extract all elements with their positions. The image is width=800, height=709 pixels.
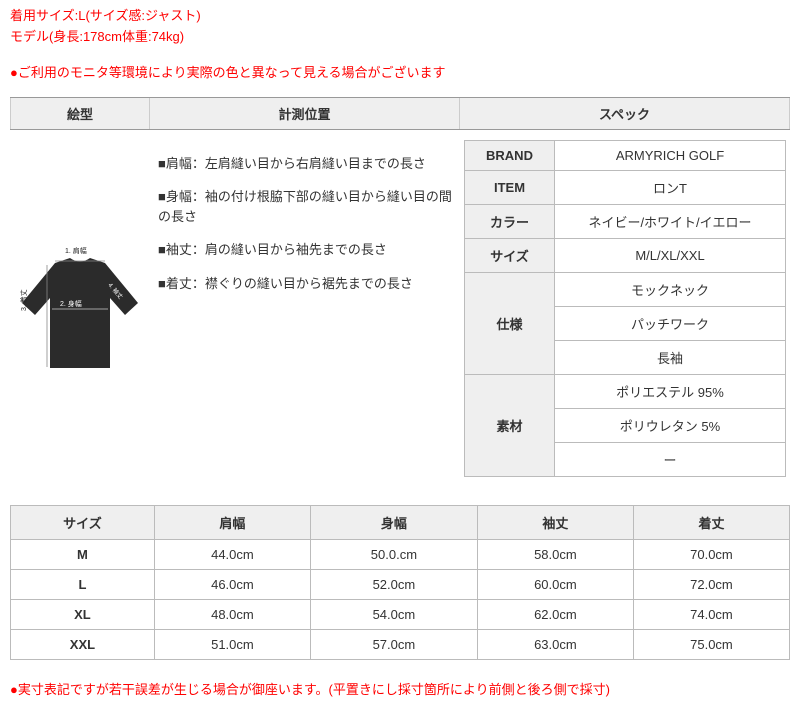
- spec-cell: BRANDARMYRICH GOLFITEMロンTカラーネイビー/ホワイト/イエ…: [460, 130, 790, 487]
- spec-label: サイズ: [465, 238, 555, 272]
- spec-table: BRANDARMYRICH GOLFITEMロンTカラーネイビー/ホワイト/イエ…: [464, 140, 786, 477]
- spec-value: ポリウレタン 5%: [555, 408, 786, 442]
- wearing-size-info: 着用サイズ:L(サイズ感:ジャスト) モデル(身長:178cm体重:74kg): [10, 6, 790, 48]
- spec-label: 仕様: [465, 272, 555, 374]
- header-measure: 計測位置: [150, 98, 460, 129]
- size-row-label: XXL: [11, 629, 155, 659]
- size-cell: 72.0cm: [633, 569, 789, 599]
- size-cell: 52.0cm: [310, 569, 477, 599]
- size-cell: 60.0cm: [477, 569, 633, 599]
- color-notice: ●ご利用のモニタ等環境により実際の色と異なって見える場合がございます: [10, 62, 790, 81]
- measurement-list-cell: ■肩幅：左肩縫い目から右肩縫い目までの長さ ■身幅：袖の付け根脇下部の縫い目から縫…: [150, 130, 460, 487]
- size-row-label: M: [11, 539, 155, 569]
- spec-value: パッチワーク: [555, 306, 786, 340]
- measurement-item: ■身幅：袖の付け根脇下部の縫い目から縫い目の間の長さ: [158, 187, 452, 226]
- size-row-label: L: [11, 569, 155, 599]
- size-cell: 48.0cm: [154, 599, 310, 629]
- size-cell: 62.0cm: [477, 599, 633, 629]
- size-cell: 70.0cm: [633, 539, 789, 569]
- measurement-notice: ●実寸表記ですが若干誤差が生じる場合が御座います。(平置きにし採寸箇所により前側…: [10, 680, 790, 700]
- mid-content-row: 1. 肩幅 2. 身幅 3. 着丈 4. 袖丈 ■肩幅：左肩縫い目から右肩縫い目…: [10, 130, 790, 487]
- spec-value: ー: [555, 442, 786, 476]
- size-cell: 74.0cm: [633, 599, 789, 629]
- size-col-header: サイズ: [11, 505, 155, 539]
- spec-value: M/L/XL/XXL: [555, 238, 786, 272]
- size-cell: 57.0cm: [310, 629, 477, 659]
- size-cell: 58.0cm: [477, 539, 633, 569]
- spec-label: BRAND: [465, 140, 555, 170]
- size-col-header: 袖丈: [477, 505, 633, 539]
- header-spec: スペック: [460, 98, 790, 129]
- svg-text:2. 身幅: 2. 身幅: [60, 299, 82, 308]
- svg-text:1. 肩幅: 1. 肩幅: [65, 246, 87, 255]
- size-col-header: 着丈: [633, 505, 789, 539]
- spec-value: ポリエステル 95%: [555, 374, 786, 408]
- size-cell: 50.0.cm: [310, 539, 477, 569]
- spec-value: モックネック: [555, 272, 786, 306]
- spec-value: ネイビー/ホワイト/イエロー: [555, 204, 786, 238]
- svg-text:3. 着丈: 3. 着丈: [20, 289, 28, 311]
- spec-label: 素材: [465, 374, 555, 476]
- size-cell: 54.0cm: [310, 599, 477, 629]
- spec-value: 長袖: [555, 340, 786, 374]
- measurement-item: ■袖丈：肩の縫い目から袖先までの長さ: [158, 240, 452, 260]
- header-diagram: 絵型: [10, 98, 150, 129]
- wearing-size-line1: 着用サイズ:L(サイズ感:ジャスト): [10, 6, 790, 27]
- spec-value: ロンT: [555, 170, 786, 204]
- size-cell: 51.0cm: [154, 629, 310, 659]
- size-cell: 75.0cm: [633, 629, 789, 659]
- measurement-list: ■肩幅：左肩縫い目から右肩縫い目までの長さ ■身幅：袖の付け根脇下部の縫い目から縫…: [158, 154, 452, 294]
- size-cell: 63.0cm: [477, 629, 633, 659]
- measurement-item: ■着丈：襟ぐりの縫い目から裾先までの長さ: [158, 274, 452, 294]
- diagram-cell: 1. 肩幅 2. 身幅 3. 着丈 4. 袖丈: [10, 130, 150, 487]
- size-cell: 44.0cm: [154, 539, 310, 569]
- size-cell: 46.0cm: [154, 569, 310, 599]
- shirt-diagram-icon: 1. 肩幅 2. 身幅 3. 着丈 4. 袖丈: [20, 243, 140, 373]
- size-row-label: XL: [11, 599, 155, 629]
- spec-label: カラー: [465, 204, 555, 238]
- measurement-item: ■肩幅：左肩縫い目から右肩縫い目までの長さ: [158, 154, 452, 174]
- size-table: サイズ肩幅身幅袖丈着丈 M44.0cm50.0.cm58.0cm70.0cm L46…: [10, 505, 790, 660]
- spec-label: ITEM: [465, 170, 555, 204]
- wearing-size-line2: モデル(身長:178cm体重:74kg): [10, 27, 790, 48]
- spec-value: ARMYRICH GOLF: [555, 140, 786, 170]
- size-col-header: 身幅: [310, 505, 477, 539]
- size-col-header: 肩幅: [154, 505, 310, 539]
- section-header-row: 絵型 計測位置 スペック: [10, 97, 790, 130]
